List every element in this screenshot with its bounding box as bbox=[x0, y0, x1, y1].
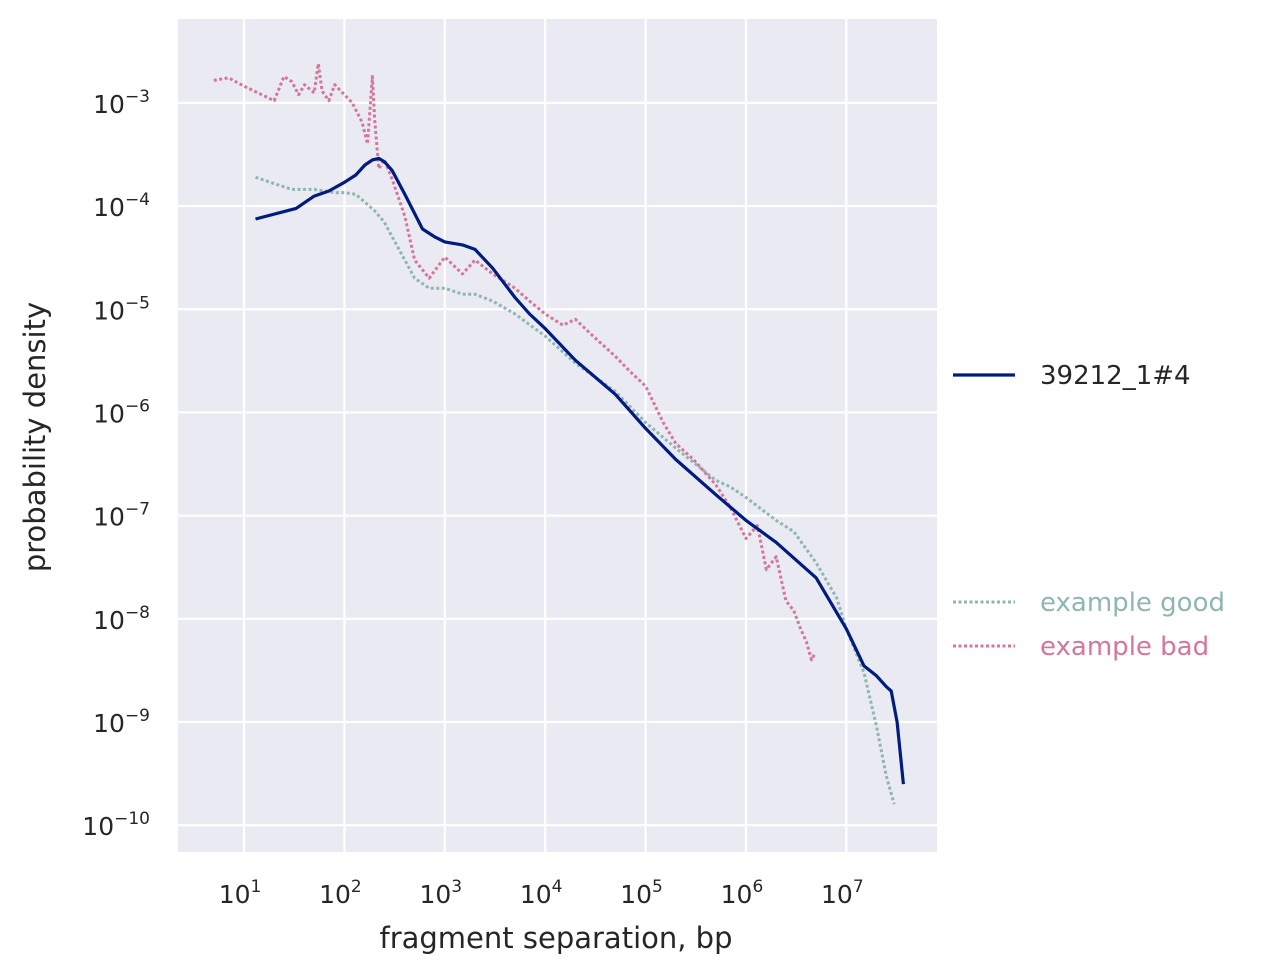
y-tick-labels: 10−3 10−4 10−5 10−6 10−7 10−8 10−9 10−10 bbox=[82, 87, 150, 841]
y-tick-label: 10−3 bbox=[93, 87, 150, 119]
series-line-example-bad bbox=[213, 62, 816, 662]
y-tick-label: 10−7 bbox=[93, 500, 150, 532]
legend-label: example bad bbox=[1040, 632, 1209, 662]
y-tick-label: 10−9 bbox=[93, 706, 150, 738]
legend-label: example good bbox=[1040, 588, 1225, 618]
y-tick-label: 10−8 bbox=[93, 603, 150, 635]
x-tick-label: 106 bbox=[721, 877, 764, 909]
y-tick-label: 10−5 bbox=[93, 293, 150, 325]
grid bbox=[178, 19, 937, 852]
y-axis-label: probability density bbox=[18, 302, 52, 572]
y-tick-label: 10−10 bbox=[82, 809, 150, 841]
x-tick-label: 107 bbox=[821, 877, 864, 909]
x-tick-label: 103 bbox=[419, 877, 462, 909]
x-tick-label: 104 bbox=[520, 877, 563, 909]
y-tick-label: 10−4 bbox=[93, 190, 150, 222]
x-tick-label: 102 bbox=[319, 877, 362, 909]
x-tick-label: 105 bbox=[620, 877, 663, 909]
series-line-example-good bbox=[255, 175, 896, 805]
y-tick-label: 10−6 bbox=[93, 396, 150, 428]
x-tick-label: 101 bbox=[219, 877, 262, 909]
series-line-39212-1-4 bbox=[255, 156, 905, 785]
x-tick-labels: 101 102 103 104 105 106 107 bbox=[219, 877, 864, 909]
legend-label: 39212_1#4 bbox=[1040, 361, 1191, 391]
series-layer bbox=[213, 62, 905, 805]
x-axis-label: fragment separation, bp bbox=[380, 921, 733, 955]
plot-background bbox=[178, 19, 937, 852]
